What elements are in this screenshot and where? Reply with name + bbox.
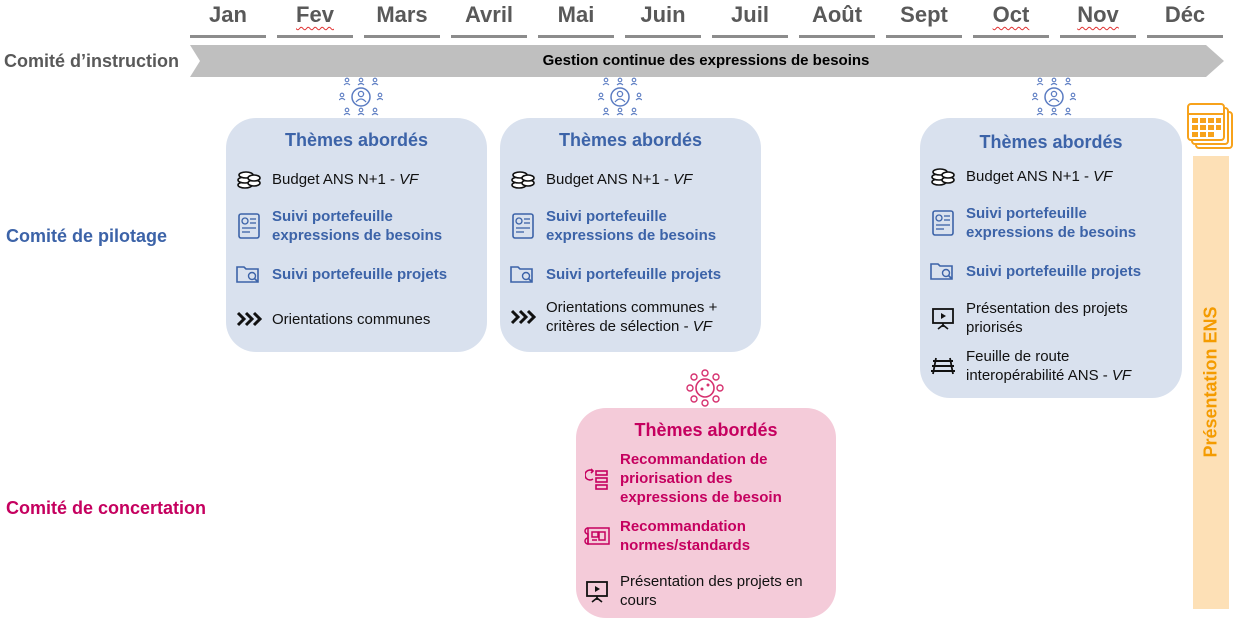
month-bar	[1147, 35, 1223, 38]
arrow-label: Gestion continue des expressions de beso…	[542, 52, 870, 69]
topic-suivi-besoins: Suivi portefeuille expressions de besoin…	[928, 204, 1166, 242]
topic-feuille-route: Feuille de route interopérabilité ANS - …	[928, 347, 1166, 385]
topic-orientations: Orientations communes	[234, 304, 430, 334]
month-bar	[277, 35, 353, 38]
month-mai: Mai	[557, 2, 595, 27]
dashboard-icon	[928, 208, 958, 238]
month-bar	[799, 35, 875, 38]
ens-presentation-label: Présentation ENS	[1200, 306, 1221, 458]
coins-icon	[234, 164, 264, 194]
railway-icon	[928, 351, 958, 381]
chevrons-icon	[234, 304, 264, 334]
row-label-instruction: Comité d’instruction	[4, 51, 179, 71]
concertation-card: Thèmes abordés Recommandation de prioris…	[576, 408, 836, 618]
month-mars: Mars	[376, 2, 428, 27]
topic-suivi-besoins: Suivi portefeuille expressions de besoin…	[234, 207, 472, 245]
dashboard-icon	[234, 211, 264, 241]
month-nov: Nov	[1077, 2, 1119, 27]
month-oct: Oct	[992, 2, 1030, 27]
month-juil: Juil	[731, 2, 769, 27]
topic-presentation-en-cours: Présentation des projets en cours	[582, 572, 820, 610]
row-label-concertation: Comité de concertation	[6, 498, 207, 518]
presentation-icon	[928, 303, 958, 333]
month-juin: Juin	[640, 2, 686, 27]
card-title: Thèmes abordés	[284, 130, 429, 150]
month-avril: Avril	[464, 2, 514, 27]
topic-recommandation-normes: Recommandation normes/standards	[582, 517, 810, 555]
topic-budget: Budget ANS N+1 - VF	[508, 164, 692, 194]
blueprint-icon	[582, 521, 612, 551]
month-bar	[538, 35, 614, 38]
folder-search-icon	[928, 256, 958, 286]
month-jan: Jan	[209, 2, 247, 27]
timeline-arrow	[190, 45, 1224, 77]
pilotage-card-mars: Thèmes abordés Budget ANS N+1 - VF Suivi…	[226, 118, 487, 352]
card-title: Thèmes abordés	[979, 132, 1123, 152]
topic-suivi-projets: Suivi portefeuille projets	[928, 256, 1141, 286]
topic-presentation-priorises: Présentation des projets priorisés	[928, 299, 1156, 337]
month-bar	[712, 35, 788, 38]
month-bar	[364, 35, 440, 38]
folder-search-icon	[234, 259, 264, 289]
network-gear-icon	[686, 369, 724, 407]
priority-list-icon	[582, 464, 612, 494]
card-title: Thèmes abordés	[634, 420, 778, 440]
month-bar	[451, 35, 527, 38]
presentation-icon	[582, 576, 612, 606]
pilotage-card-nov: Thèmes abordés Budget ANS N+1 - VF Suivi…	[920, 118, 1182, 398]
ens-presentation-bar	[1193, 156, 1229, 609]
month-bar	[190, 35, 266, 38]
topic-budget: Budget ANS N+1 - VF	[234, 164, 418, 194]
chevrons-icon	[508, 302, 538, 332]
month-fev: Fev	[296, 2, 334, 27]
topic-budget: Budget ANS N+1 - VF	[928, 161, 1112, 191]
folder-search-icon	[508, 259, 538, 289]
topic-recommandation-priorisation: Recommandation de priorisation des expre…	[582, 450, 810, 507]
topic-orientations-criteres: Orientations communes + critères de séle…	[508, 298, 746, 336]
month-sept: Sept	[900, 2, 948, 27]
topic-suivi-projets: Suivi portefeuille projets	[508, 259, 721, 289]
card-title: Thèmes abordés	[558, 130, 703, 150]
topic-suivi-besoins: Suivi portefeuille expressions de besoin…	[508, 207, 746, 245]
coins-icon	[508, 164, 538, 194]
meeting-people-icon	[1032, 77, 1076, 116]
meeting-people-icon	[339, 77, 383, 116]
month-bar	[973, 35, 1049, 38]
topic-suivi-projets: Suivi portefeuille projets	[234, 259, 447, 289]
pilotage-card-juin: Thèmes abordés Budget ANS N+1 - VF Suivi…	[500, 118, 761, 352]
calendar-stack-icon	[1187, 103, 1233, 149]
month-bar	[1060, 35, 1136, 38]
dashboard-icon	[508, 211, 538, 241]
month-dec: Déc	[1164, 2, 1206, 27]
month-bar	[886, 35, 962, 38]
month-bar	[625, 35, 701, 38]
coins-icon	[928, 161, 958, 191]
row-label-pilotage: Comité de pilotage	[6, 226, 168, 246]
meeting-people-icon	[598, 77, 642, 116]
month-aout: Août	[811, 2, 863, 27]
